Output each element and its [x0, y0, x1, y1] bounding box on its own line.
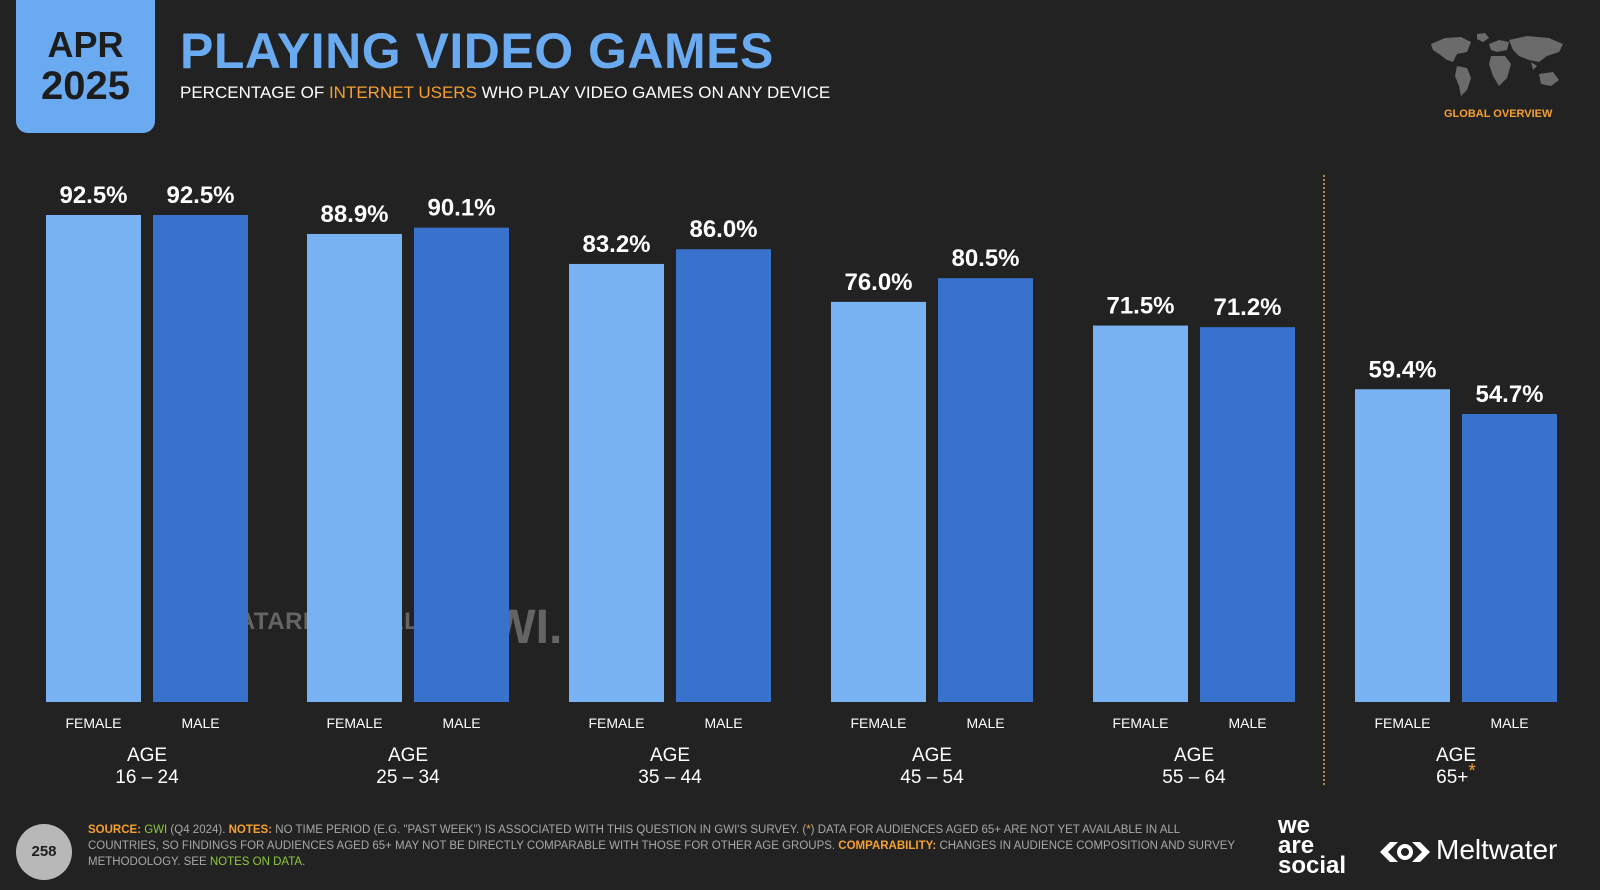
- bar-male-2: [676, 249, 771, 702]
- group-label-4: AGE: [1174, 745, 1214, 766]
- series-label-female-3: FEMALE: [850, 715, 906, 731]
- series-label-male-4: MALE: [1228, 715, 1266, 731]
- bar-female-0: [46, 215, 141, 702]
- series-label-female-0: FEMALE: [65, 715, 121, 731]
- series-label-male-3: MALE: [966, 715, 1004, 731]
- comparability-key: COMPARABILITY:: [838, 840, 937, 852]
- meltwater-logo: Meltwater: [1378, 834, 1557, 866]
- value-label-female-5: 59.4%: [1368, 356, 1436, 383]
- brand-line-1: we: [1278, 812, 1311, 839]
- group-label-3: AGE: [912, 745, 952, 766]
- bar-female-5: [1355, 389, 1450, 702]
- group-label-0: AGE: [127, 745, 167, 766]
- notes-on-data-link[interactable]: NOTES ON DATA: [209, 856, 303, 868]
- series-label-female-5: FEMALE: [1374, 715, 1430, 731]
- world-map-icon: [1431, 33, 1563, 96]
- bar-male-1: [414, 227, 509, 702]
- value-label-female-4: 71.5%: [1106, 293, 1174, 320]
- bar-male-3: [938, 278, 1033, 702]
- series-label-male-2: MALE: [704, 715, 742, 731]
- series-label-male-5: MALE: [1490, 715, 1528, 731]
- notes-key: NOTES:: [228, 824, 273, 836]
- series-label-male-1: MALE: [442, 715, 480, 731]
- value-label-male-2: 86.0%: [689, 216, 757, 243]
- source-name: GWI: [144, 824, 168, 836]
- bar-female-2: [569, 263, 664, 702]
- group-range-4: 55 – 64: [1162, 767, 1226, 788]
- brand-line-3: social: [1278, 852, 1347, 879]
- we-are-social-logo: we are social: [1278, 812, 1347, 879]
- page-number: 258: [16, 824, 72, 880]
- group-range-2: 35 – 44: [638, 767, 702, 788]
- value-label-male-5: 54.7%: [1475, 381, 1543, 408]
- value-label-male-4: 71.2%: [1213, 294, 1281, 321]
- bar-male-4: [1200, 327, 1295, 702]
- value-label-male-3: 80.5%: [951, 245, 1019, 272]
- meltwater-icon: [1380, 841, 1430, 862]
- date-year: 2025: [41, 64, 130, 108]
- brand-line-2: are: [1278, 832, 1315, 859]
- source-period: (Q4 2024).: [167, 824, 229, 836]
- value-label-male-1: 90.1%: [427, 195, 495, 222]
- group-range-3: 45 – 54: [900, 767, 964, 788]
- subtitle-suffix: WHO PLAY VIDEO GAMES ON ANY DEVICE: [476, 83, 831, 102]
- footnote: SOURCE: GWI (Q4 2024). NOTES: NO TIME PE…: [88, 822, 1248, 870]
- bar-male-0: [153, 215, 248, 702]
- bar-female-3: [831, 301, 926, 702]
- notes-text-a: NO TIME PERIOD (E.G. "PAST WEEK") IS ASS…: [272, 824, 807, 836]
- bar-female-4: [1093, 325, 1188, 702]
- date-badge: APR 2025: [16, 0, 155, 133]
- value-label-male-0: 92.5%: [166, 182, 234, 209]
- source-key: SOURCE:: [88, 824, 142, 836]
- notes-end: .: [302, 856, 306, 868]
- group-range-1: 25 – 34: [376, 767, 440, 788]
- age-65-divider: [1323, 175, 1325, 785]
- series-label-female-4: FEMALE: [1112, 715, 1168, 731]
- page-title: PLAYING VIDEO GAMES: [180, 23, 774, 79]
- value-label-female-0: 92.5%: [59, 182, 127, 209]
- bar-male-5: [1462, 414, 1557, 702]
- subtitle-highlight: INTERNET USERS: [328, 83, 477, 102]
- value-label-female-2: 83.2%: [582, 231, 650, 258]
- notes-text-b: ) DATA FOR AUDIENCES AGED 65+ ARE NOT YE…: [88, 824, 1180, 852]
- group-label-5: AGE: [1436, 745, 1476, 766]
- date-month: APR: [47, 24, 124, 65]
- group-range-0: 16 – 24: [115, 767, 179, 788]
- subtitle-prefix: PERCENTAGE OF: [180, 83, 329, 102]
- series-label-female-1: FEMALE: [326, 715, 382, 731]
- group-label-2: AGE: [650, 745, 690, 766]
- bar-female-1: [307, 233, 402, 703]
- group-marker-5: *: [1468, 761, 1476, 782]
- value-label-female-3: 76.0%: [844, 269, 912, 296]
- series-label-female-2: FEMALE: [588, 715, 644, 731]
- value-label-female-1: 88.9%: [320, 201, 388, 228]
- series-label-male-0: MALE: [181, 715, 219, 731]
- section-label: GLOBAL OVERVIEW: [1444, 108, 1553, 120]
- notes-star: *: [806, 824, 811, 836]
- group-label-1: AGE: [388, 745, 428, 766]
- comparability-text: CHANGES IN AUDIENCE COMPOSITION AND SURV…: [88, 840, 1235, 868]
- meltwater-text: Meltwater: [1436, 834, 1558, 865]
- page-subtitle: PERCENTAGE OF INTERNET USERS WHO PLAY VI…: [180, 83, 830, 103]
